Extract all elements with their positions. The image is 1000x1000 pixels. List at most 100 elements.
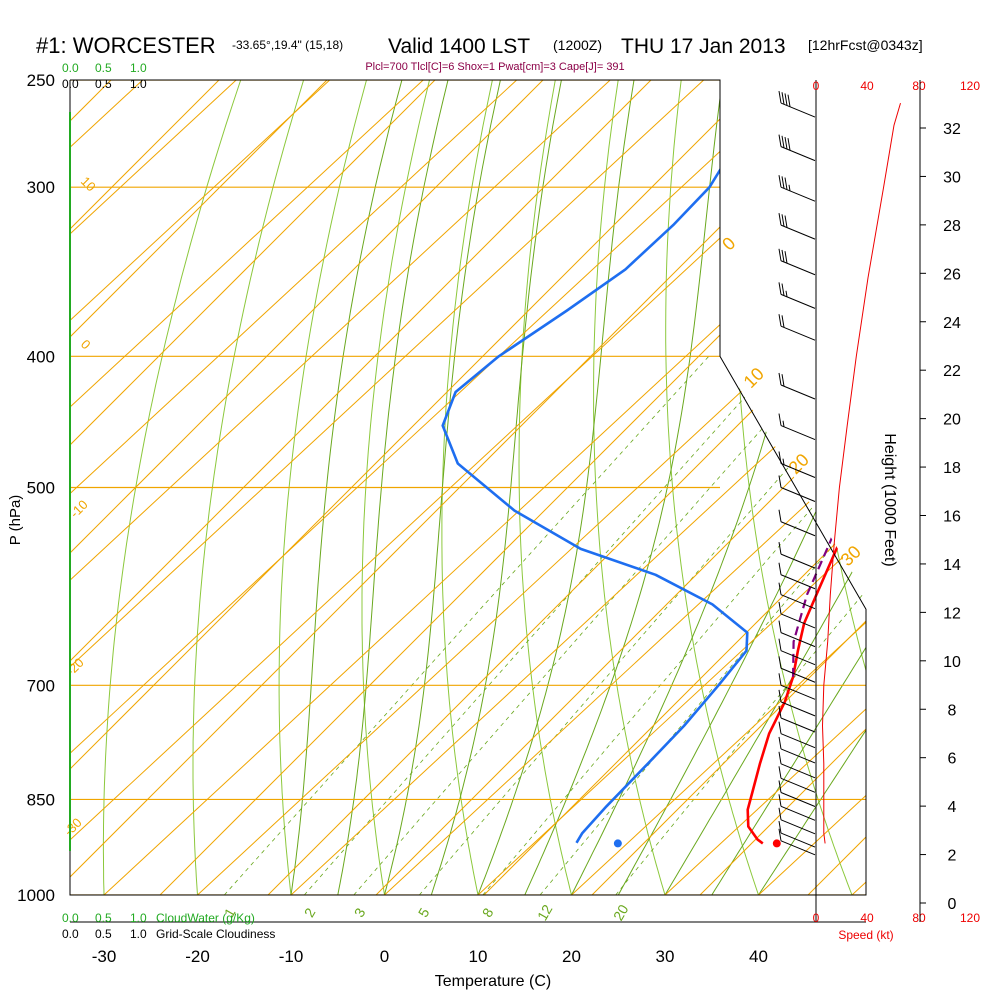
sounding-lines xyxy=(441,114,866,848)
isotherm-label-upper: 10 xyxy=(78,174,99,195)
temperature-line xyxy=(746,114,866,845)
cloudiness-scale-bottom: 1.0 xyxy=(130,927,147,941)
isotherm-label: 10 xyxy=(740,364,768,392)
wind-barb-flag xyxy=(781,135,785,148)
dry-adiabat xyxy=(192,80,305,895)
isotherm xyxy=(70,80,331,895)
wind-barb-staff xyxy=(780,777,816,793)
wind-barb-flag xyxy=(781,374,785,387)
wind-speed-tick-bottom: 80 xyxy=(912,911,926,925)
surface-temperature-dot xyxy=(772,839,781,848)
height-axis-label: Height (1000 Feet) xyxy=(881,433,898,566)
temperature-tick-label: 10 xyxy=(469,947,488,966)
temperature-tick-label: -10 xyxy=(279,947,304,966)
wind-barb-flag xyxy=(778,134,782,147)
wind-barb-flag xyxy=(784,177,788,190)
isotherm xyxy=(851,80,866,895)
wind-barb xyxy=(778,248,816,276)
wind-barb-flag xyxy=(778,780,782,793)
isotherm xyxy=(477,80,866,895)
temperature-tick-label: 30 xyxy=(656,947,675,966)
height-tick-label: 6 xyxy=(948,751,957,768)
cloudiness-scale-top: 1.0 xyxy=(130,77,147,91)
height-tick-label: 32 xyxy=(943,121,961,138)
wind-barb xyxy=(778,314,816,341)
pressure-tick-label: 850 xyxy=(27,790,55,809)
moist-adiabat xyxy=(711,80,866,895)
isotherm-label: 0 xyxy=(718,233,739,254)
cloudiness-label: Grid-Scale Cloudiness xyxy=(156,927,275,941)
wind-barb-flag xyxy=(784,215,788,228)
wind-barb-flag xyxy=(778,807,782,820)
wind-speed-tick-top: 80 xyxy=(912,79,926,93)
wind-barb-flag xyxy=(778,721,782,734)
dry-adiabat-orange xyxy=(916,80,1000,895)
dry-adiabat-orange xyxy=(483,80,866,895)
wind-barb xyxy=(778,372,816,400)
wind-barb-staff xyxy=(780,613,816,629)
wind-barb-staff xyxy=(780,701,816,717)
dry-adiabat xyxy=(802,80,866,895)
wind-barb xyxy=(778,542,816,569)
isotherm xyxy=(758,80,866,895)
y-axis-label: P (hPa) xyxy=(7,495,24,546)
wind-barb xyxy=(778,475,816,502)
isotherm xyxy=(946,80,1000,895)
wind-barb-flag xyxy=(778,689,782,702)
height-tick-label: 14 xyxy=(943,557,961,574)
wind-speed-tick-top: 0 xyxy=(813,79,820,93)
wind-barb-staff xyxy=(780,384,816,400)
x-axis-label: Temperature (C) xyxy=(435,973,551,990)
dry-adiabat xyxy=(933,80,1000,895)
wind-barb xyxy=(778,451,816,478)
wind-barb-flag xyxy=(778,656,782,669)
isotherm xyxy=(70,80,237,895)
cloudiness-scale-top: 0.5 xyxy=(95,77,112,91)
wind-barb-flag xyxy=(784,251,788,264)
height-tick-label: 28 xyxy=(943,218,961,235)
dry-adiabat xyxy=(593,80,666,895)
cloudiness-scale-bottom: 0.5 xyxy=(95,927,112,941)
wind-barb-staff xyxy=(780,748,816,764)
wind-barb-half xyxy=(785,290,788,297)
wind-barb-flag xyxy=(778,620,782,633)
valid-time: Valid 1400 LST xyxy=(388,35,530,58)
height-tick-label: 30 xyxy=(943,169,961,186)
cloudiness-scale-bottom: 0.0 xyxy=(62,927,79,941)
wind-barb-flag xyxy=(778,282,782,295)
wind-barb xyxy=(778,90,816,118)
wind-barb-staff xyxy=(780,832,816,848)
height-tick-label: 0 xyxy=(948,896,957,913)
dry-adiabat xyxy=(996,80,1000,895)
wind-barb-staff xyxy=(780,102,816,118)
surface-dewpoint-dot xyxy=(613,839,622,848)
dry-adiabat xyxy=(102,80,242,895)
wind-barb-flag xyxy=(784,136,788,150)
wind-barb xyxy=(778,751,816,779)
parcel-line xyxy=(792,178,866,677)
dry-adiabat-orange xyxy=(0,80,3,895)
dry-adiabat xyxy=(441,80,493,895)
station-title: #1: WORCESTER xyxy=(36,33,216,58)
pressure-tick-label: 1000 xyxy=(17,886,55,905)
height-tick-label: 10 xyxy=(943,654,961,671)
dry-adiabat xyxy=(518,80,572,895)
wind-barb-flag xyxy=(778,475,782,488)
wind-barb-flag xyxy=(778,451,782,464)
isotherm-label: -20 xyxy=(63,655,87,679)
wind-barb-flag xyxy=(784,93,788,106)
isotherm xyxy=(290,80,866,895)
wind-barb xyxy=(778,828,816,856)
wind-barb xyxy=(778,601,816,629)
mixing-ratio-label: 12 xyxy=(534,902,556,924)
wind-barb-flag xyxy=(778,601,782,615)
wind-barb-staff xyxy=(780,224,816,240)
dry-adiabat-orange xyxy=(807,80,866,895)
wind-barb-flag xyxy=(778,90,782,104)
wind-barb-flag xyxy=(778,705,782,719)
wind-barb-flag xyxy=(778,766,782,779)
wind-speed-tick-top: 40 xyxy=(860,79,874,93)
wind-barb-flag xyxy=(781,92,785,105)
